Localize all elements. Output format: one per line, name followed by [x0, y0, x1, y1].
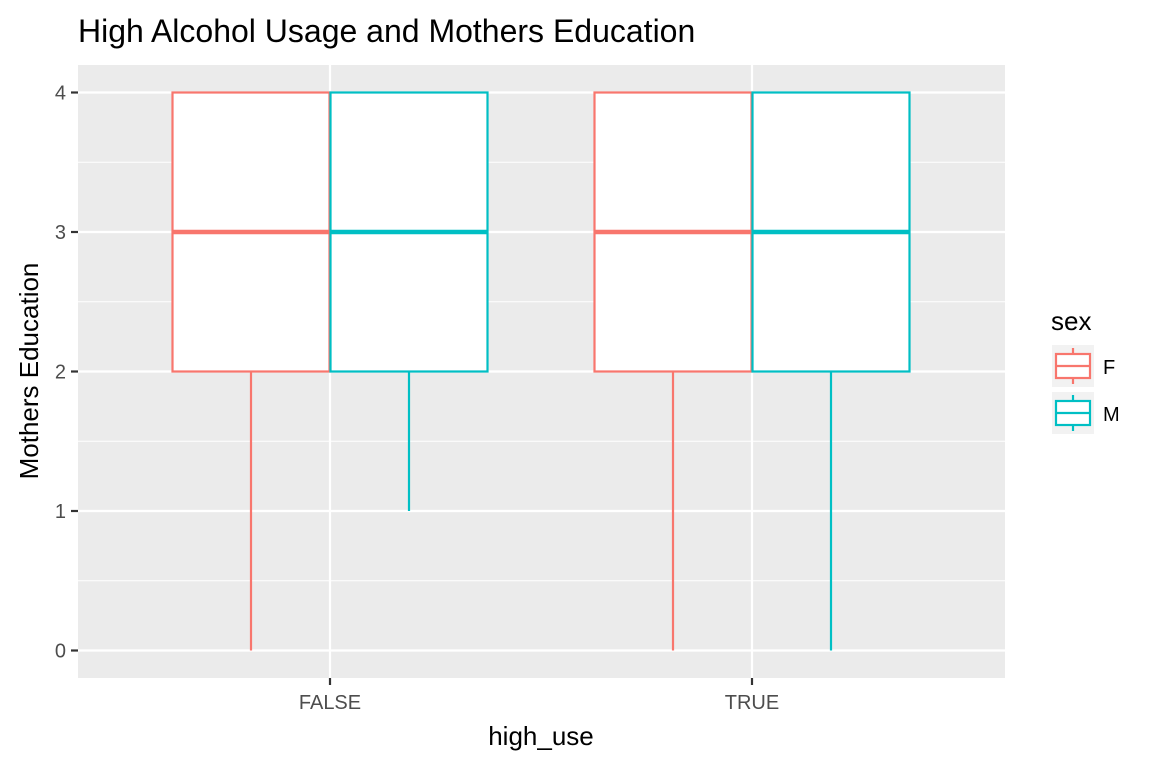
legend-title: sex [1051, 306, 1091, 336]
box-F-FALSE [171, 91, 331, 651]
box-M-TRUE [751, 91, 911, 651]
legend-item-F: F [1052, 345, 1115, 387]
legend: sex F M [1051, 306, 1120, 434]
x-tick-label: FALSE [299, 692, 361, 714]
x-tick-label: TRUE [725, 692, 779, 714]
y-tick-label: 1 [55, 501, 66, 523]
y-axis-label: Mothers Education [14, 263, 44, 480]
box-layer [171, 91, 911, 651]
x-axis: FALSE TRUE [299, 678, 779, 714]
legend-item-M: M [1052, 392, 1120, 434]
y-tick-label: 2 [55, 362, 66, 384]
y-tick-label: 3 [55, 222, 66, 244]
box-F-TRUE [593, 91, 753, 651]
chart-title: High Alcohol Usage and Mothers Education [78, 13, 695, 49]
y-tick-label: 0 [55, 641, 66, 663]
box-M-FALSE [329, 91, 489, 511]
y-tick-label: 4 [55, 83, 66, 105]
legend-label: F [1103, 357, 1115, 379]
legend-label: M [1103, 404, 1120, 426]
x-axis-label: high_use [488, 721, 594, 751]
y-axis: 0 1 2 3 4 [55, 83, 78, 663]
